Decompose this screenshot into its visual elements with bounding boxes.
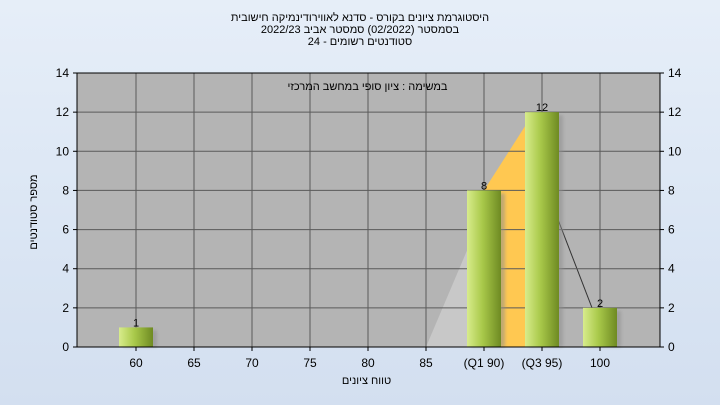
bar (467, 190, 501, 347)
y-tick-label-right: 0 (668, 340, 675, 354)
x-tick-label: 75 (303, 356, 317, 370)
x-tick-label: 100 (590, 356, 610, 370)
bar (525, 112, 559, 348)
y-tick-label-left: 12 (56, 105, 70, 119)
chart-inner-title: במשימה : ציון סופי במחשב המרכזי (287, 81, 447, 93)
bar-data-label: 2 (597, 298, 603, 310)
x-tick-label: (Q1 90) (464, 356, 505, 370)
chart-title-line-3: סטודנטים רשומים - 24 (307, 36, 413, 48)
y-tick-label-right: 14 (668, 66, 682, 80)
x-tick-label: 70 (245, 356, 259, 370)
y-tick-label-right: 6 (668, 223, 675, 237)
x-tick-label: (Q3 95) (522, 356, 563, 370)
y-tick-label-right: 10 (668, 144, 682, 158)
bar (119, 327, 153, 347)
x-tick-label: 85 (419, 356, 433, 370)
bar-data-label: 1 (133, 317, 139, 329)
x-tick-label: 80 (361, 356, 375, 370)
y-tick-label-right: 12 (668, 105, 682, 119)
bar (583, 307, 617, 347)
bars: 1 8 12 2 (119, 102, 621, 348)
y-axis-label: מספר סטודנטים (28, 174, 40, 249)
y-tick-label-right: 2 (668, 301, 675, 315)
y-tick-label-left: 0 (62, 340, 69, 354)
y-tick-label-right: 4 (668, 262, 675, 276)
chart-title-line-2: בסמסטר (02/2022) סמסטר אביב 2022/23 (260, 24, 460, 36)
bar-data-label: 12 (536, 102, 548, 114)
x-axis-label: טווח ציונים (342, 375, 391, 387)
y-tick-label-left: 2 (62, 301, 69, 315)
y-tick-label-right: 8 (668, 183, 675, 197)
chart-title-line-1: היסטוגרמת ציונים בקורס - סדנא לאווירודינ… (230, 12, 490, 24)
y-tick-label-left: 4 (62, 262, 69, 276)
y-tick-label-left: 10 (56, 144, 70, 158)
y-tick-label-left: 14 (56, 66, 70, 80)
x-tick-label: 60 (129, 356, 143, 370)
x-tick-label: 65 (187, 356, 201, 370)
y-tick-label-left: 8 (62, 183, 69, 197)
bar-data-label: 8 (481, 180, 487, 192)
y-tick-label-left: 6 (62, 223, 69, 237)
